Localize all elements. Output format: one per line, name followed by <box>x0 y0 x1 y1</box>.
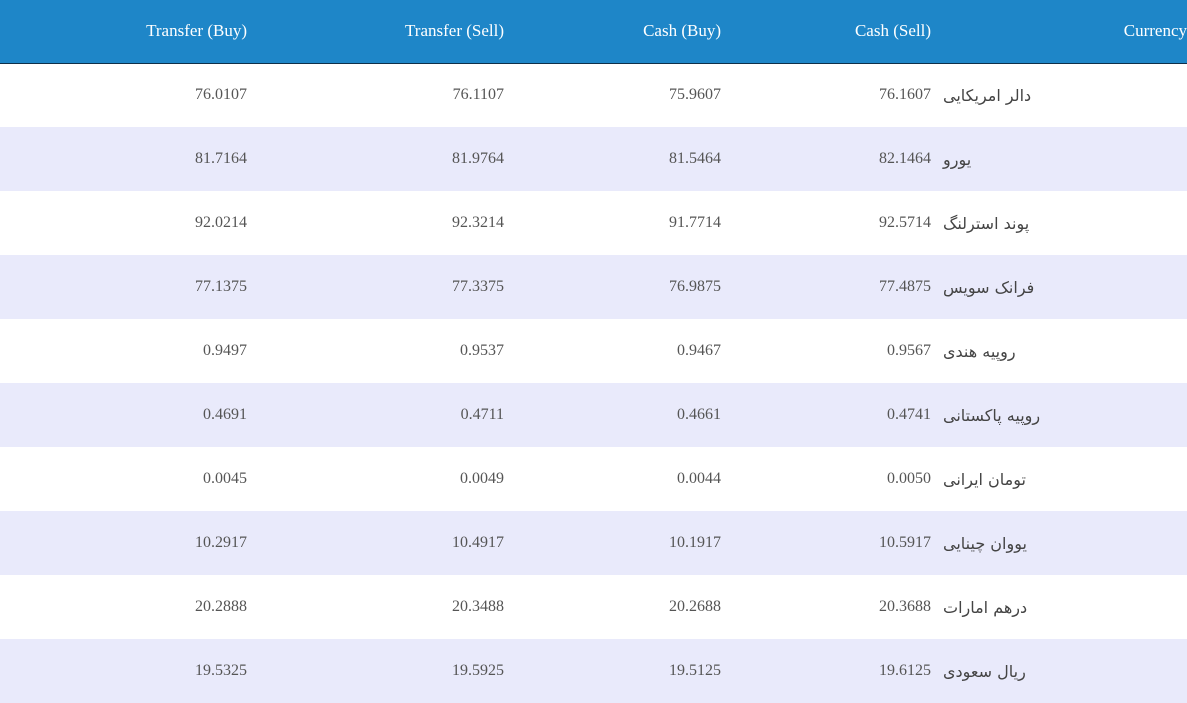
table-header: Transfer (Buy) Transfer (Sell) Cash (Buy… <box>0 0 1187 63</box>
cell-transfer-sell: 20.3488 <box>452 598 504 615</box>
cell-transfer-buy: 20.2888 <box>195 598 247 615</box>
table-row: 77.1375 77.3375 76.9875 77.4875 فرانک سو… <box>0 255 1187 319</box>
cell-cash-sell: 0.0050 <box>887 470 931 487</box>
cell-cash-buy: 0.9467 <box>677 342 721 359</box>
cell-transfer-sell: 92.3214 <box>452 214 504 231</box>
cell-cash-buy: 0.4661 <box>677 406 721 423</box>
cell-cash-sell: 19.6125 <box>879 662 931 679</box>
table-row: 0.0045 0.0049 0.0044 0.0050 تومان ایرانی <box>0 447 1187 511</box>
cell-currency: یورو <box>943 149 972 169</box>
cell-transfer-sell: 76.1107 <box>452 86 504 104</box>
cell-cash-sell: 76.1607 <box>879 86 931 104</box>
cell-cash-sell: 0.9567 <box>887 342 931 359</box>
cell-transfer-sell: 0.0049 <box>460 470 504 487</box>
cell-currency: ریال سعودی <box>943 661 1026 681</box>
table-row: 92.0214 92.3214 91.7714 92.5714 پوند است… <box>0 191 1187 255</box>
cell-transfer-sell: 19.5925 <box>452 662 504 679</box>
cell-transfer-buy: 19.5325 <box>195 662 247 679</box>
cell-cash-buy: 91.7714 <box>669 214 721 231</box>
cell-currency: پوند استرلنگ <box>943 213 1030 233</box>
cell-currency: تومان ایرانی <box>943 469 1026 489</box>
cell-currency: فرانک سویس <box>943 277 1035 297</box>
cell-cash-sell: 82.1464 <box>879 150 931 167</box>
cell-transfer-buy: 0.4691 <box>203 406 247 423</box>
cell-cash-buy: 20.2688 <box>669 598 721 615</box>
header-transfer-buy: Transfer (Buy) <box>146 21 247 41</box>
cell-cash-sell: 0.4741 <box>887 406 931 423</box>
table-body: 76.0107 76.1107 75.9607 76.1607 دالر امر… <box>0 63 1187 703</box>
cell-transfer-buy: 10.2917 <box>195 534 247 551</box>
header-row: Transfer (Buy) Transfer (Sell) Cash (Buy… <box>0 0 1187 63</box>
cell-transfer-buy: 76.0107 <box>195 86 247 104</box>
cell-transfer-sell: 81.9764 <box>452 150 504 167</box>
cell-transfer-buy: 0.9497 <box>203 342 247 359</box>
cell-cash-buy: 76.9875 <box>669 278 721 295</box>
cell-currency: درهم امارات <box>943 597 1028 617</box>
header-cash-buy: Cash (Buy) <box>643 21 721 41</box>
header-transfer-sell: Transfer (Sell) <box>405 21 504 41</box>
table-row: 19.5325 19.5925 19.5125 19.6125 ریال سعو… <box>0 639 1187 703</box>
cell-cash-sell: 10.5917 <box>879 534 931 551</box>
table-row: 10.2917 10.4917 10.1917 10.5917 یووان چی… <box>0 511 1187 575</box>
cell-cash-sell: 77.4875 <box>879 278 931 295</box>
cell-cash-sell: 20.3688 <box>879 598 931 615</box>
table-row: 76.0107 76.1107 75.9607 76.1607 دالر امر… <box>0 63 1187 127</box>
cell-cash-buy: 19.5125 <box>669 662 721 679</box>
cell-transfer-buy: 0.0045 <box>203 470 247 487</box>
cell-currency: روپیه پاکستانی <box>943 405 1041 425</box>
cell-cash-buy: 75.9607 <box>669 86 721 104</box>
cell-cash-sell: 92.5714 <box>879 214 931 231</box>
cell-transfer-sell: 0.4711 <box>460 406 504 423</box>
cell-transfer-sell: 10.4917 <box>452 534 504 551</box>
table-row: 20.2888 20.3488 20.2688 20.3688 درهم اما… <box>0 575 1187 639</box>
cell-cash-buy: 10.1917 <box>669 534 721 551</box>
table-row: 81.7164 81.9764 81.5464 82.1464 یورو <box>0 127 1187 191</box>
cell-transfer-sell: 0.9537 <box>460 342 504 359</box>
cell-transfer-buy: 81.7164 <box>195 150 247 167</box>
header-cash-sell: Cash (Sell) <box>854 21 931 41</box>
cell-transfer-sell: 77.3375 <box>452 278 504 295</box>
cell-transfer-buy: 77.1375 <box>195 278 247 295</box>
table-row: 0.9497 0.9537 0.9467 0.9567 روپیه هندی <box>0 319 1187 383</box>
cell-cash-buy: 0.0044 <box>677 470 721 487</box>
header-currency: Currency <box>1123 21 1187 41</box>
cell-currency: یووان چینایی <box>943 533 1027 553</box>
table-row: 0.4691 0.4711 0.4661 0.4741 روپیه پاکستا… <box>0 383 1187 447</box>
cell-transfer-buy: 92.0214 <box>195 214 247 231</box>
cell-currency: روپیه هندی <box>943 341 1016 361</box>
cell-cash-buy: 81.5464 <box>669 150 721 167</box>
cell-currency: دالر امریکایی <box>943 85 1032 105</box>
